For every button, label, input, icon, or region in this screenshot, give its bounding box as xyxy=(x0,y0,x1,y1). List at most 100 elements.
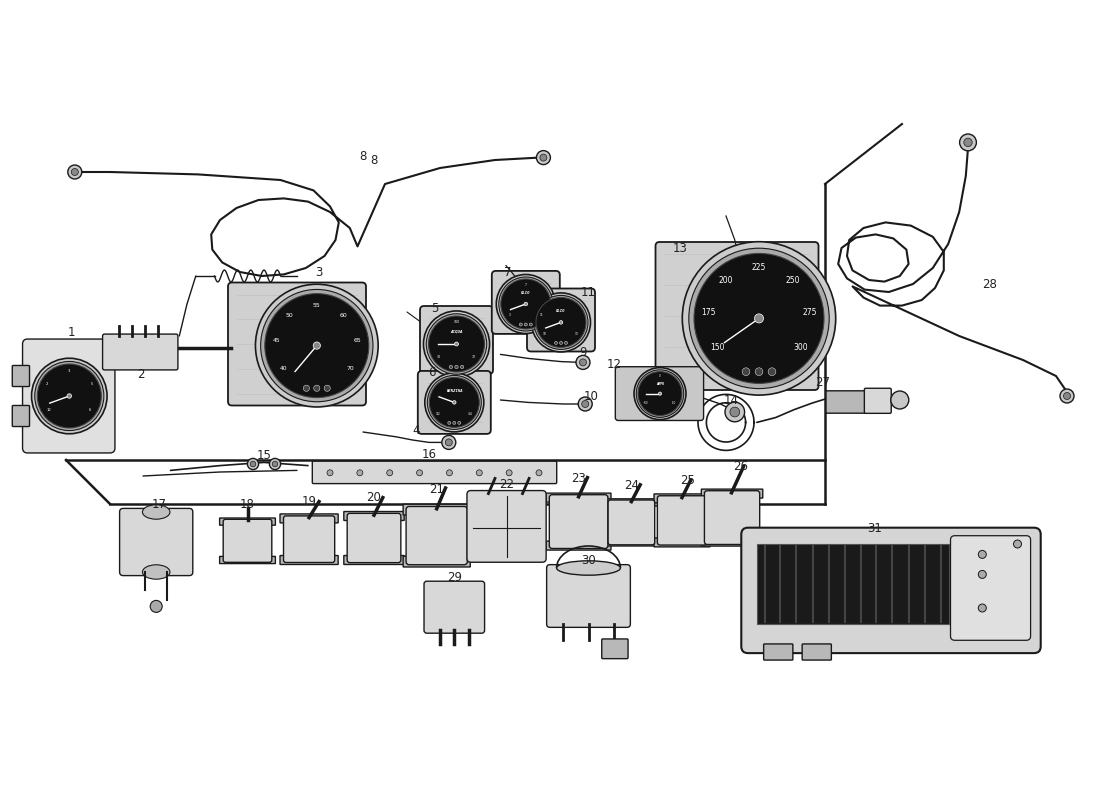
Text: 250: 250 xyxy=(785,276,800,285)
Text: BENZINA: BENZINA xyxy=(446,389,463,393)
Circle shape xyxy=(1064,393,1070,399)
Text: 100: 100 xyxy=(453,320,460,324)
Text: 16: 16 xyxy=(421,448,437,461)
FancyBboxPatch shape xyxy=(702,537,762,546)
Text: 40: 40 xyxy=(279,366,287,371)
Circle shape xyxy=(978,604,987,612)
Text: 30: 30 xyxy=(437,354,441,358)
Circle shape xyxy=(272,461,278,466)
FancyBboxPatch shape xyxy=(654,494,710,503)
FancyBboxPatch shape xyxy=(12,366,30,386)
Circle shape xyxy=(730,407,739,417)
FancyBboxPatch shape xyxy=(547,565,630,627)
FancyBboxPatch shape xyxy=(547,493,611,502)
Circle shape xyxy=(324,385,330,391)
Text: 20: 20 xyxy=(366,491,382,504)
Circle shape xyxy=(72,169,78,175)
Text: 2: 2 xyxy=(138,368,144,381)
Circle shape xyxy=(68,165,81,179)
FancyBboxPatch shape xyxy=(950,536,1031,640)
Circle shape xyxy=(559,321,563,324)
FancyBboxPatch shape xyxy=(403,556,471,567)
Text: 14: 14 xyxy=(724,394,739,406)
FancyBboxPatch shape xyxy=(527,289,595,351)
FancyBboxPatch shape xyxy=(312,461,557,483)
Circle shape xyxy=(636,370,684,418)
FancyBboxPatch shape xyxy=(22,339,114,453)
Circle shape xyxy=(694,254,824,383)
Circle shape xyxy=(725,402,745,422)
Text: 27: 27 xyxy=(815,376,830,389)
Circle shape xyxy=(476,470,482,476)
Circle shape xyxy=(689,248,829,389)
Text: 70: 70 xyxy=(472,354,476,358)
Circle shape xyxy=(959,134,977,150)
FancyBboxPatch shape xyxy=(656,242,818,390)
FancyBboxPatch shape xyxy=(826,391,867,413)
Text: 29: 29 xyxy=(447,571,462,584)
Text: 11: 11 xyxy=(540,313,543,317)
Circle shape xyxy=(576,355,590,370)
Circle shape xyxy=(524,302,528,306)
Circle shape xyxy=(536,298,586,347)
Circle shape xyxy=(248,458,258,470)
Text: 175: 175 xyxy=(702,308,716,317)
FancyBboxPatch shape xyxy=(605,539,658,546)
Text: 15: 15 xyxy=(256,450,272,462)
FancyBboxPatch shape xyxy=(602,639,628,658)
Text: -50: -50 xyxy=(672,402,676,406)
Circle shape xyxy=(978,550,987,558)
Text: 8: 8 xyxy=(371,154,377,166)
Text: +50: +50 xyxy=(644,402,649,406)
FancyBboxPatch shape xyxy=(608,500,654,545)
Text: 12: 12 xyxy=(46,408,52,412)
FancyBboxPatch shape xyxy=(102,334,178,370)
Circle shape xyxy=(579,397,592,411)
Circle shape xyxy=(682,242,836,395)
Circle shape xyxy=(250,461,256,466)
FancyBboxPatch shape xyxy=(228,282,366,406)
Circle shape xyxy=(498,277,553,331)
Text: 26: 26 xyxy=(733,460,748,473)
Text: 7: 7 xyxy=(525,282,527,286)
Circle shape xyxy=(458,422,461,424)
Text: 150: 150 xyxy=(711,343,725,352)
Circle shape xyxy=(37,364,101,428)
Circle shape xyxy=(564,342,568,345)
Text: 60: 60 xyxy=(340,313,348,318)
FancyBboxPatch shape xyxy=(12,406,30,426)
Circle shape xyxy=(519,323,522,326)
Text: 45: 45 xyxy=(273,338,280,343)
FancyBboxPatch shape xyxy=(406,506,468,565)
FancyBboxPatch shape xyxy=(865,388,891,414)
FancyBboxPatch shape xyxy=(605,499,658,506)
Text: 9: 9 xyxy=(580,346,586,358)
Text: 3: 3 xyxy=(68,369,70,373)
Circle shape xyxy=(304,385,309,391)
FancyBboxPatch shape xyxy=(280,555,338,565)
Text: 0: 0 xyxy=(659,374,661,378)
Text: 18: 18 xyxy=(240,498,255,510)
Circle shape xyxy=(1013,540,1022,548)
Circle shape xyxy=(261,290,373,402)
Circle shape xyxy=(314,342,320,350)
Text: 12: 12 xyxy=(606,358,621,370)
Circle shape xyxy=(891,391,909,409)
Circle shape xyxy=(442,435,455,450)
Text: 5: 5 xyxy=(431,302,438,314)
FancyBboxPatch shape xyxy=(280,514,338,523)
Circle shape xyxy=(454,366,459,369)
Text: 4: 4 xyxy=(412,424,419,437)
Circle shape xyxy=(32,358,107,434)
Text: 10: 10 xyxy=(543,331,547,335)
Text: 25: 25 xyxy=(680,474,695,486)
Text: 11: 11 xyxy=(581,286,596,298)
Text: 225: 225 xyxy=(751,263,767,272)
Text: 31: 31 xyxy=(867,522,882,534)
Circle shape xyxy=(461,366,464,369)
Text: 7: 7 xyxy=(505,266,512,278)
Circle shape xyxy=(327,470,333,476)
Ellipse shape xyxy=(142,505,169,519)
Circle shape xyxy=(424,311,490,377)
Text: 275: 275 xyxy=(802,308,816,317)
